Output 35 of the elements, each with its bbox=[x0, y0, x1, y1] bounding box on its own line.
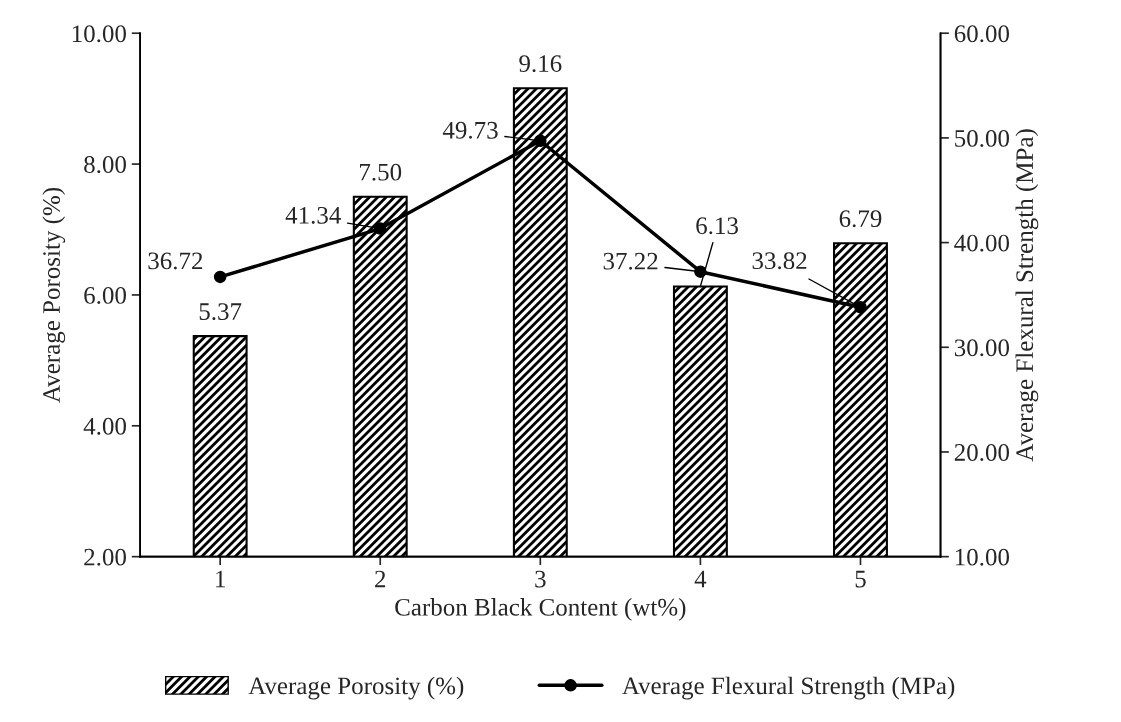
y2-tick-label: 20.00 bbox=[954, 444, 1010, 461]
y-tick-label: 8.00 bbox=[84, 156, 126, 174]
data-label: 36.72 bbox=[148, 252, 203, 270]
legend-label: Average Porosity (%) bbox=[248, 676, 464, 700]
legend-label: Average Flexural Strength (MPa) bbox=[622, 676, 955, 700]
data-label: 6.79 bbox=[839, 210, 882, 228]
y-tick-label: 10.00 bbox=[72, 25, 126, 43]
data-label: 33.82 bbox=[752, 252, 807, 270]
y2-tick-label: 30.00 bbox=[954, 339, 1010, 357]
data-label: 9.16 bbox=[519, 55, 562, 73]
y-tick-label: 4.00 bbox=[83, 417, 126, 435]
data-label: 49.73 bbox=[442, 121, 498, 139]
y2-tick-label: 40.00 bbox=[954, 234, 1010, 252]
y-tick-label: 6.00 bbox=[84, 286, 126, 304]
x-tick-label: 1 bbox=[216, 570, 225, 588]
y2-axis-title: Average Flexural Strength (MPa) bbox=[1015, 129, 1039, 462]
point bbox=[534, 134, 547, 147]
point bbox=[213, 270, 227, 284]
x-axis-title: Carbon Black Content (wt%) bbox=[395, 598, 686, 621]
data-label: 41.34 bbox=[285, 206, 341, 224]
data-label: 5.37 bbox=[199, 303, 242, 321]
x-tick-label: 4 bbox=[694, 570, 707, 588]
x-tick-label: 3 bbox=[535, 570, 546, 588]
y2-tick-label: 50.00 bbox=[955, 129, 1010, 147]
y2-tick-label: 60.00 bbox=[954, 25, 1010, 43]
point bbox=[373, 222, 387, 235]
data-label: 7.50 bbox=[360, 163, 402, 181]
y-axis-title: Average Porosity (%) bbox=[42, 187, 66, 403]
data-label: 6.13 bbox=[696, 217, 738, 235]
y2-tick-label: 10.00 bbox=[955, 548, 1010, 566]
point bbox=[854, 301, 867, 314]
x-tick-label: 5 bbox=[855, 570, 866, 588]
x-tick-label: 2 bbox=[375, 570, 386, 588]
data-label: 37.22 bbox=[603, 252, 658, 270]
y-tick-label: 2.00 bbox=[84, 548, 126, 566]
